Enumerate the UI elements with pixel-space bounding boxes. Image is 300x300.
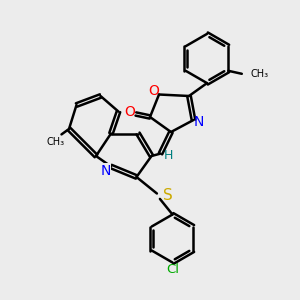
Text: H: H bbox=[163, 148, 173, 162]
Text: Cl: Cl bbox=[166, 262, 179, 276]
Text: S: S bbox=[163, 188, 172, 202]
Text: CH₃: CH₃ bbox=[46, 136, 64, 147]
Text: O: O bbox=[148, 84, 159, 98]
Text: CH₃: CH₃ bbox=[250, 69, 268, 79]
Text: O: O bbox=[124, 105, 135, 118]
Text: N: N bbox=[100, 164, 111, 178]
Text: N: N bbox=[194, 115, 204, 128]
